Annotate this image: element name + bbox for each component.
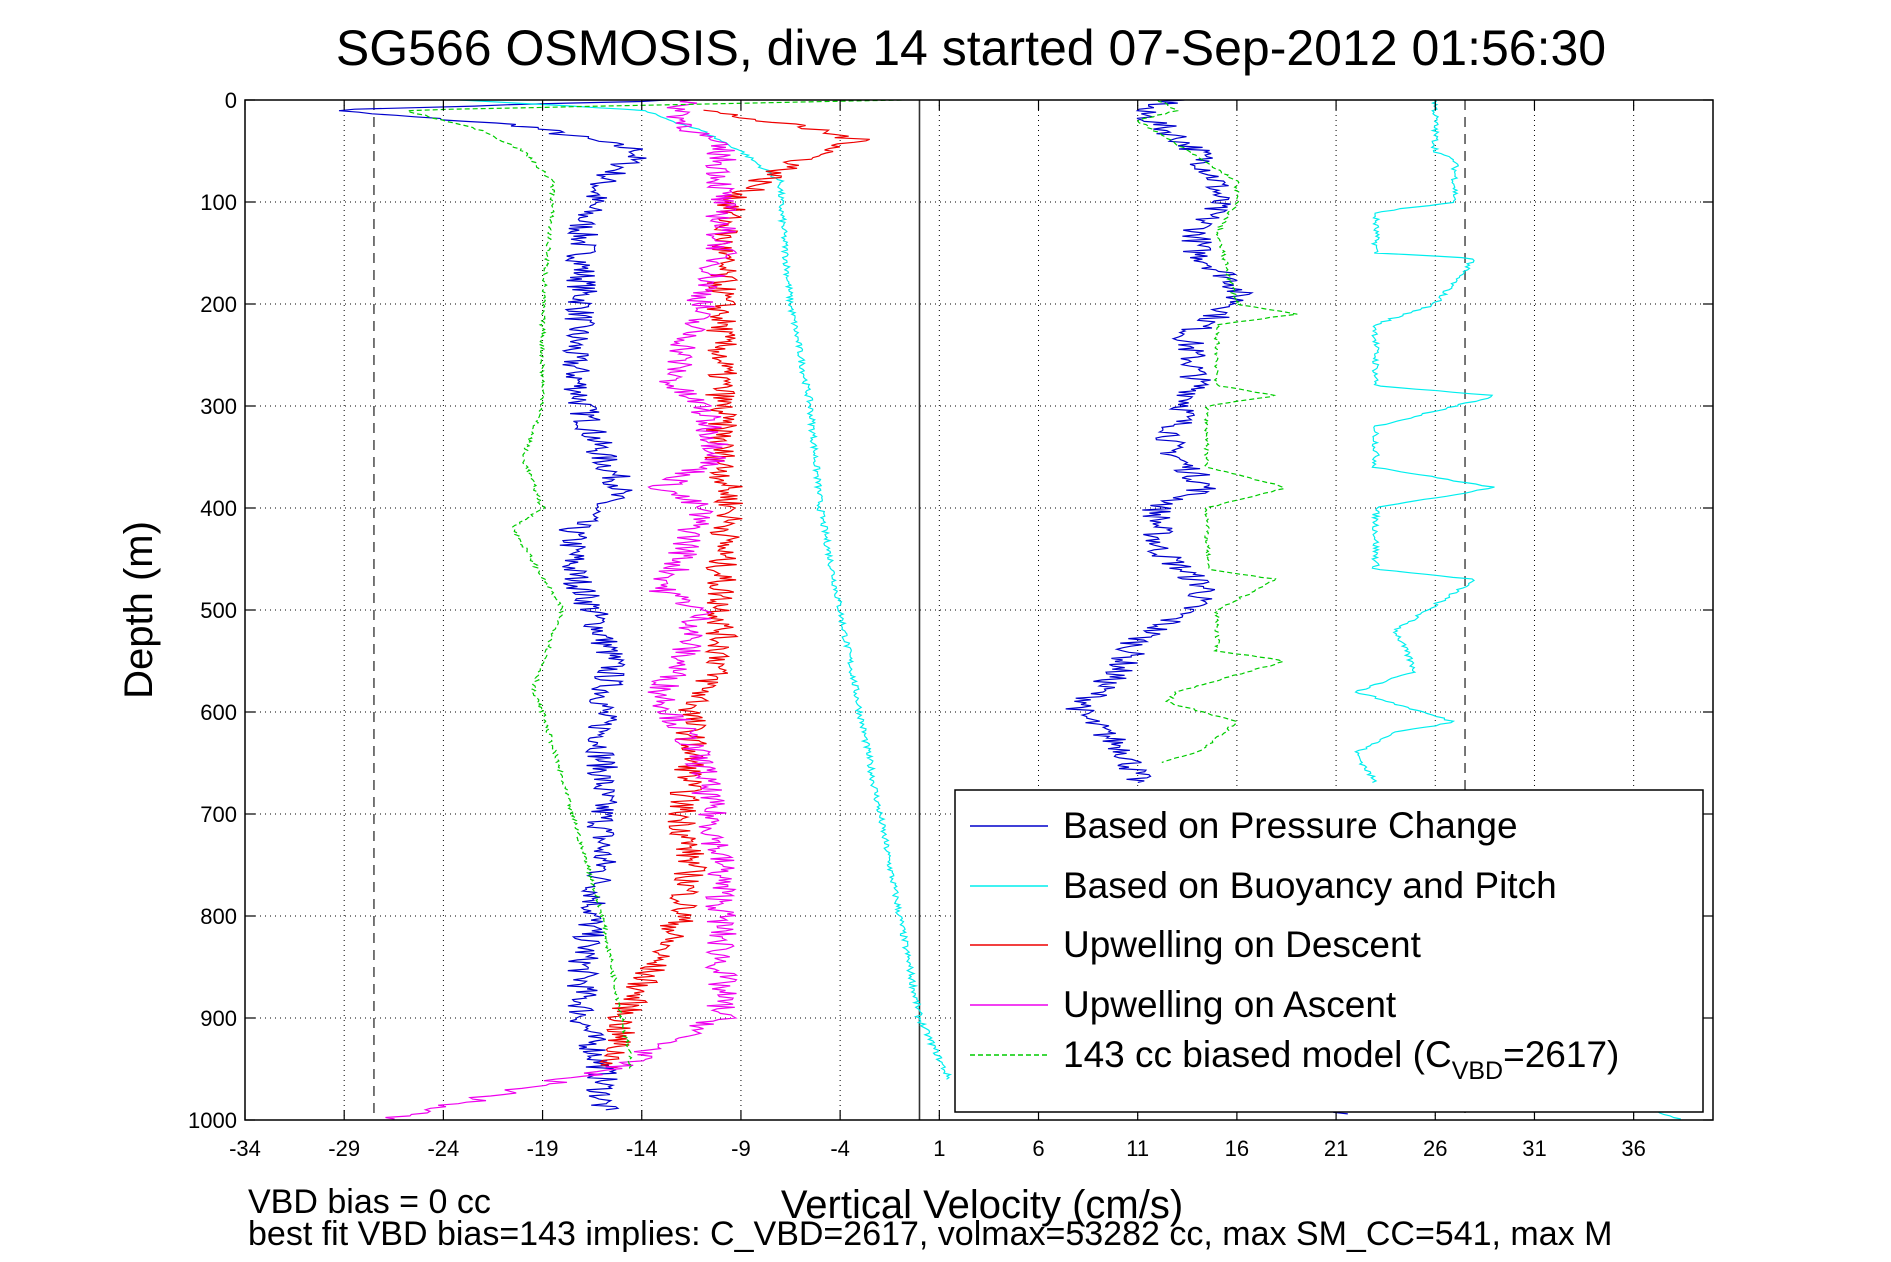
- y-tick-label: 100: [200, 190, 237, 215]
- y-tick-label: 200: [200, 292, 237, 317]
- x-tick-label: 11: [1126, 1136, 1149, 1161]
- x-tick-label: -14: [626, 1136, 658, 1161]
- legend-label: Based on Buoyancy and Pitch: [1063, 865, 1557, 906]
- chart-title: SG566 OSMOSIS, dive 14 started 07-Sep-20…: [336, 20, 1606, 76]
- x-tick-label: 26: [1423, 1136, 1447, 1161]
- y-tick-label: 500: [200, 598, 237, 623]
- y-tick-label: 800: [200, 904, 237, 929]
- x-tick-label: -29: [328, 1136, 360, 1161]
- x-tick-label: -34: [229, 1136, 261, 1161]
- x-tick-label: -9: [731, 1136, 751, 1161]
- x-axis-ticks: -34 -29 -24 -19 -14 -9 -4 1 6 11 16 21 26 31 36: [229, 100, 1646, 1161]
- legend-box: [954, 789, 1704, 1113]
- x-axis-label: Vertical Velocity (cm/s): [781, 1183, 1183, 1227]
- y-tick-label: 400: [200, 496, 237, 521]
- y-tick-label: 300: [200, 394, 237, 419]
- y-axis-ticks: 0 100 200 300 400 500 600 700 800 900 1000: [188, 88, 1713, 1133]
- series-lines: [338, 100, 1681, 1120]
- footer-line-2: best fit VBD bias=143 implies: C_VBD=261…: [248, 1215, 1612, 1253]
- series-line-5: [405, 100, 902, 1069]
- series-line-2: [459, 100, 953, 1080]
- legend-label-part: =2617): [1503, 1034, 1619, 1075]
- series-line-5: [1137, 100, 1298, 764]
- y-tick-label: 0: [225, 88, 237, 113]
- legend-label: 143 cc biased model (CVBD=2617): [1063, 1034, 1619, 1085]
- y-tick-label: 600: [200, 700, 237, 725]
- series-line-1: [338, 100, 666, 1111]
- x-tick-label: -19: [527, 1136, 559, 1161]
- x-tick-label: 6: [1032, 1136, 1044, 1161]
- series-line-2: [1354, 100, 1495, 783]
- legend-label: Based on Pressure Change: [1063, 805, 1518, 846]
- y-tick-label: 1000: [188, 1108, 237, 1133]
- legend: Based on Pressure Change Based on Buoyanc…: [954, 789, 1704, 1113]
- legend-label-subscript: VBD: [1452, 1057, 1503, 1085]
- x-tick-label: 21: [1324, 1136, 1348, 1161]
- x-tick-label: 16: [1225, 1136, 1249, 1161]
- x-tick-label: 31: [1522, 1136, 1546, 1161]
- series-line-4: [385, 100, 739, 1120]
- footer-line-1: VBD bias = 0 cc: [248, 1183, 491, 1221]
- y-tick-label: 900: [200, 1006, 237, 1031]
- legend-label: Upwelling on Descent: [1063, 924, 1422, 965]
- series-line-3: [598, 109, 870, 1069]
- x-tick-label: 1: [933, 1136, 945, 1161]
- legend-label: Upwelling on Ascent: [1063, 984, 1397, 1025]
- x-tick-label: -24: [427, 1136, 459, 1161]
- series-line-1: [1065, 100, 1254, 783]
- y-tick-label: 700: [200, 802, 237, 827]
- x-tick-label: 36: [1621, 1136, 1645, 1161]
- legend-label-part: 143 cc biased model (C: [1063, 1034, 1452, 1075]
- x-tick-label: -4: [830, 1136, 850, 1161]
- y-axis-label: Depth (m): [117, 521, 161, 699]
